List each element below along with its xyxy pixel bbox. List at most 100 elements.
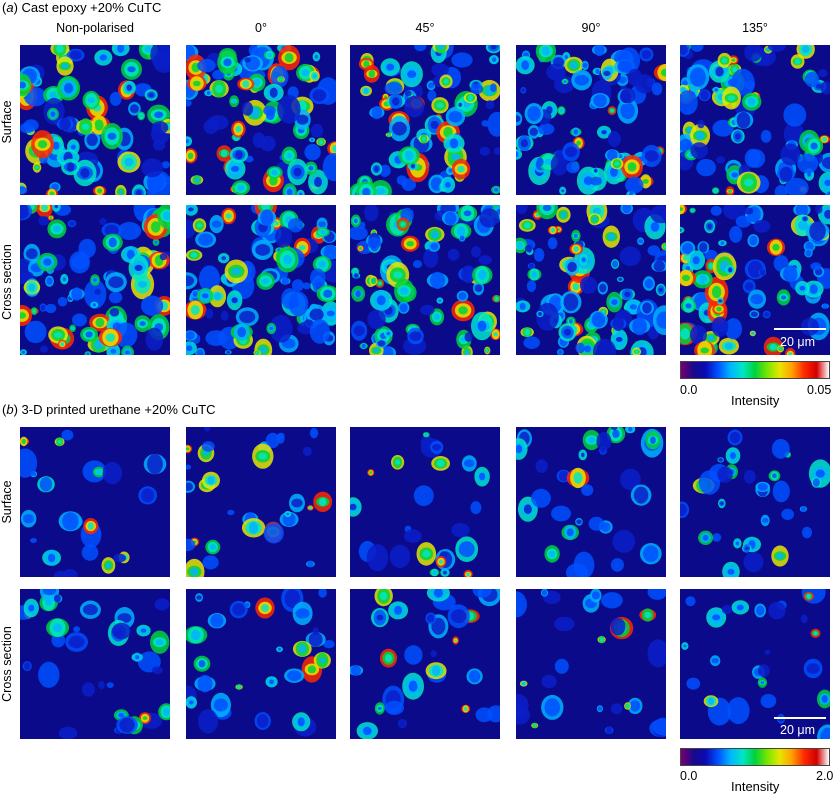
intensity-blob [522,682,526,685]
intensity-blob [730,452,736,460]
intensity-blob [86,133,98,146]
intensity-blob [221,149,228,157]
intensity-blob [779,347,782,351]
intensity-blob [712,614,721,621]
intensity-blob [647,639,666,668]
intensity-blob [516,444,523,454]
intensity-blob [487,111,500,137]
intensity-blob [314,176,322,188]
intensity-blob [494,296,499,301]
intensity-blob [230,165,240,172]
intensity-blob [632,317,647,336]
intensity-blob [523,504,532,514]
intensity-blob [322,152,336,182]
intensity-blob [155,639,164,646]
intensity-blob [815,469,825,478]
intensity-blob [798,220,808,231]
intensity-blob [596,432,612,451]
intensity-blob [561,189,565,192]
intensity-blob [376,188,386,195]
intensity-blob [711,285,722,299]
intensity-blob [783,265,798,283]
intensity-blob [431,665,441,676]
intensity-blob [717,466,733,483]
intensity-blob [736,604,744,611]
intensity-blob [20,122,34,134]
intensity-blob [404,90,412,97]
intensity-blob [516,241,523,250]
intensity-blob [47,553,56,563]
intensity-blob [696,158,716,177]
intensity-blob [269,314,293,343]
intensity-blob [241,101,254,116]
intensity-blob [479,472,486,481]
intensity-blob [744,45,763,62]
intensity-blob [291,279,304,292]
intensity-blob [680,503,687,516]
micrograph-panel [350,589,500,739]
intensity-blob [127,66,136,73]
intensity-blob [46,277,53,285]
intensity-blob [463,210,472,217]
intensity-blob [454,639,457,642]
intensity-blob [430,230,439,239]
intensity-blob [467,94,473,102]
intensity-blob [197,58,216,73]
intensity-blob [652,717,666,736]
intensity-blob [629,304,637,310]
intensity-blob [724,342,733,350]
intensity-blob [261,205,271,211]
intensity-blob [150,45,170,69]
intensity-blob [147,454,163,475]
intensity-blob [207,476,215,485]
intensity-blob [474,284,483,292]
intensity-blob [205,330,227,346]
intensity-blob [592,207,601,215]
intensity-blob [242,80,250,88]
intensity-blob [607,232,615,241]
intensity-blob [628,427,633,432]
intensity-blob [551,505,571,522]
intensity-blob [805,249,812,257]
intensity-blob [186,447,190,451]
intensity-blob [54,594,61,603]
intensity-blob [607,131,621,147]
intensity-blob [565,146,578,158]
intensity-blob [373,348,380,353]
intensity-blob [638,239,643,243]
intensity-blob [520,139,528,148]
intensity-blob [205,308,214,319]
intensity-blob [427,90,437,102]
intensity-blob [163,211,170,220]
intensity-blob [124,157,134,167]
intensity-blob [612,260,618,268]
intensity-blob [190,567,199,576]
intensity-blob [781,508,795,520]
intensity-blob [531,270,538,279]
intensity-blob [42,589,57,596]
intensity-blob [109,91,122,106]
intensity-blob [574,233,578,238]
micrograph-panel [20,205,170,355]
intensity-blob [286,513,290,515]
intensity-blob [45,303,57,314]
intensity-blob [281,277,289,286]
intensity-blob [707,223,712,230]
row-label-a-cross-section: Cross section [0,244,14,320]
intensity-blob [83,604,98,616]
micrograph-image [516,427,664,577]
intensity-blob [277,95,301,124]
intensity-blob [581,257,586,262]
intensity-blob [658,287,663,292]
intensity-blob [60,341,65,347]
micrograph-image [186,427,333,577]
intensity-blob [275,226,293,248]
intensity-blob [62,277,66,281]
intensity-blob [288,291,309,317]
intensity-blob [549,550,556,558]
intensity-blob [145,327,164,351]
intensity-blob [263,105,276,116]
micrograph-image [516,589,666,738]
intensity-blob [367,236,381,250]
intensity-blob [282,254,292,265]
